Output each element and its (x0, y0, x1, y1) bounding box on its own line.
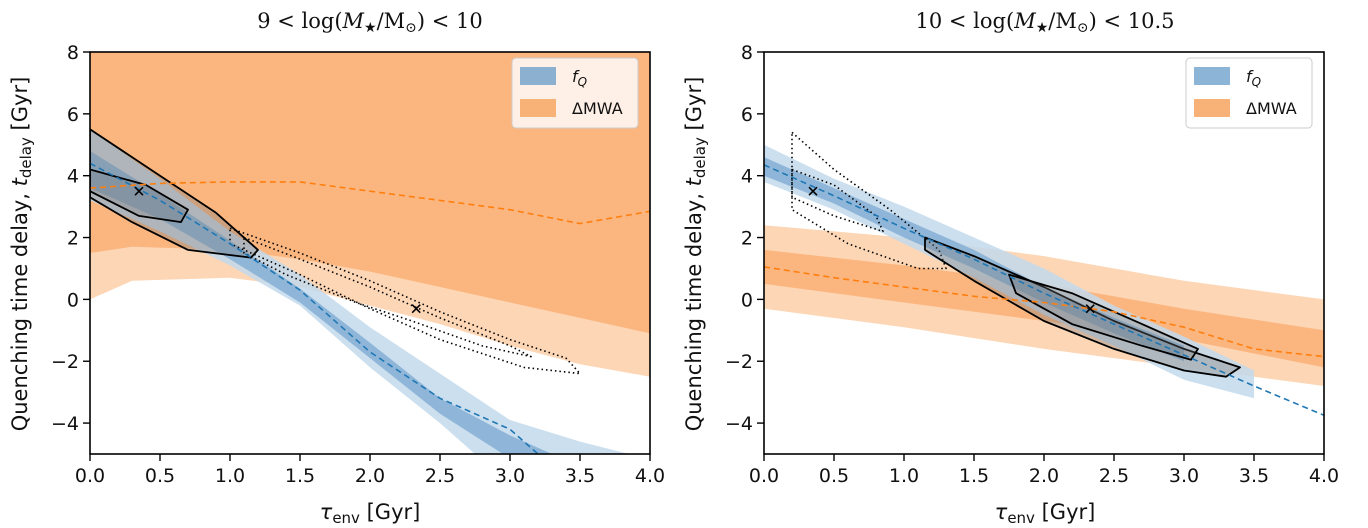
left-plot-marks (90, 52, 650, 454)
left-y-tick-label: −2 (51, 351, 79, 373)
left-contour-solid-outer (90, 128, 259, 259)
left-legend-label-fq: fQ (572, 67, 587, 89)
left-mwa-inner-band (90, 52, 650, 334)
left-y-tick-label: 2 (67, 228, 79, 250)
left-x-tick-label: 1.0 (215, 465, 245, 487)
right-y-tick-label: 0 (741, 289, 753, 311)
left-legend: fQ ΔMWA (511, 57, 639, 129)
left-contour-dotted-inner (243, 236, 532, 358)
left-x-tick-label: 4.0 (635, 465, 665, 487)
left-x-tick-label: 2.5 (425, 465, 455, 487)
left-x-tick-label: 1.5 (285, 465, 315, 487)
right-plot-area (764, 131, 1324, 417)
left-best-fit-marker (411, 304, 421, 314)
right-x-tick-label: 0.0 (749, 465, 779, 487)
right-y-tick-label: 4 (741, 166, 753, 188)
left-plot-area (90, 52, 650, 454)
right-x-tick-label: 3.0 (1169, 465, 1199, 487)
left-x-tick-label: 0.5 (145, 465, 175, 487)
left-legend-label-mwa: ΔMWA (572, 99, 623, 118)
left-x-tick-label: 3.0 (495, 465, 525, 487)
right-best-fit-marker (1085, 304, 1095, 314)
right-y-ticks: −4 −2 0 2 4 6 8 (725, 42, 764, 435)
right-x-tick-label: 1.5 (959, 465, 989, 487)
right-mwa-median-line (764, 266, 1324, 358)
right-legend-swatch-mwa (1194, 99, 1230, 117)
right-y-tick-label: −4 (725, 413, 753, 435)
right-contour-dotted-inner (791, 168, 884, 233)
left-y-tick-label: 8 (67, 42, 79, 64)
right-y-tick-label: −2 (725, 351, 753, 373)
left-y-axis-label: Quenching time delay, tdelay [Gyr] (8, 77, 35, 432)
left-panel: 9 < log(M★/M⊙) < 10 0.0 0.5 1.0 1.5 2.0 2.5 3.… (8, 9, 665, 527)
left-x-tick-label: 2.0 (355, 465, 385, 487)
right-x-ticks: 0.0 0.5 1.0 1.5 2.0 2.5 3.0 3.5 4.0 (749, 454, 1339, 487)
right-fq-median-line (764, 164, 1324, 417)
right-best-fit-marker (808, 186, 818, 196)
left-x-ticks: 0.0 0.5 1.0 1.5 2.0 2.5 3.0 3.5 4.0 (75, 454, 665, 487)
right-panel: 10 < log(M★/M⊙) < 10.5 0.0 0.5 1.0 1.5 2.0 2.… (682, 9, 1339, 527)
right-y-tick-label: 2 (741, 228, 753, 250)
right-y-tick-label: 8 (741, 42, 753, 64)
right-x-axis-label: τenv [Gyr] (995, 500, 1096, 527)
right-x-tick-label: 4.0 (1309, 465, 1339, 487)
right-x-tick-label: 2.5 (1099, 465, 1129, 487)
right-legend-label-mwa: ΔMWA (1246, 99, 1297, 118)
left-fq-inner-band (90, 151, 552, 454)
left-panel-title: 9 < log(M★/M⊙) < 10 (257, 9, 483, 36)
left-contour-solid-inner (90, 168, 189, 224)
right-x-tick-label: 0.5 (819, 465, 849, 487)
right-contour-solid-inner (1008, 273, 1199, 361)
left-y-tick-label: 6 (67, 104, 79, 126)
right-legend-swatch-fq (1194, 67, 1230, 85)
right-x-tick-label: 1.0 (889, 465, 919, 487)
left-legend-swatch-mwa (520, 99, 556, 117)
right-panel-title: 10 < log(M★/M⊙) < 10.5 (916, 9, 1175, 36)
right-contour-dotted-outer (791, 131, 947, 270)
right-plot-marks (764, 131, 1324, 417)
right-y-axis-label: Quenching time delay, tdelay [Gyr] (682, 77, 709, 432)
right-y-tick-label: 6 (741, 104, 753, 126)
right-legend-label-fq: fQ (1246, 67, 1261, 89)
left-contour-dotted-outer (229, 227, 581, 375)
right-x-tick-label: 3.5 (1239, 465, 1269, 487)
left-y-tick-label: 0 (67, 289, 79, 311)
left-legend-swatch-fq (520, 67, 556, 85)
left-x-axis-label: τenv [Gyr] (320, 500, 421, 527)
right-x-tick-label: 2.0 (1029, 465, 1059, 487)
left-x-tick-label: 0.0 (75, 465, 105, 487)
left-x-tick-label: 3.5 (565, 465, 595, 487)
left-y-ticks: −4 −2 0 2 4 6 8 (51, 42, 90, 435)
right-legend: fQ ΔMWA (1185, 57, 1313, 129)
left-y-tick-label: 4 (67, 166, 79, 188)
left-y-tick-label: −4 (51, 413, 79, 435)
left-fq-median-line (90, 162, 539, 454)
left-best-fit-marker (134, 186, 144, 196)
left-mwa-median-line (90, 181, 650, 225)
